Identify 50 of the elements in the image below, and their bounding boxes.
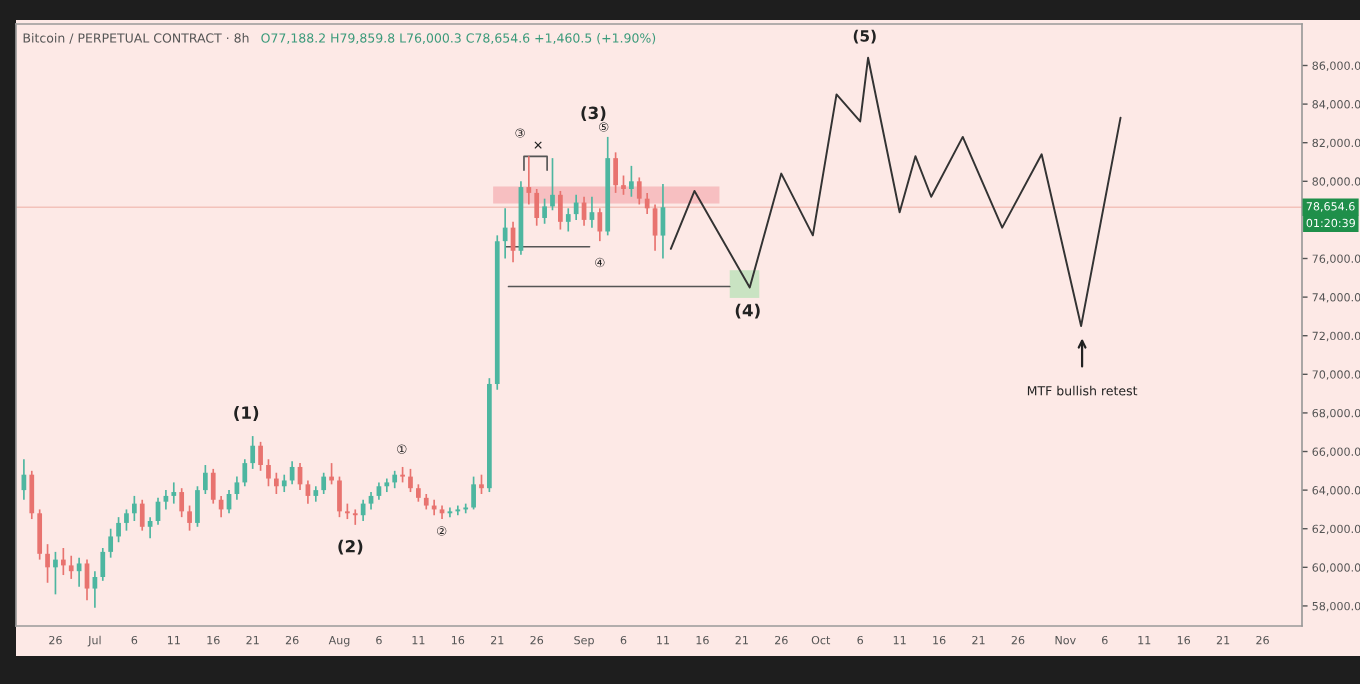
candlestick bbox=[613, 151, 618, 194]
candlestick bbox=[597, 207, 603, 242]
annotation: (4) bbox=[735, 303, 760, 319]
candlestick bbox=[502, 207, 508, 260]
candlestick bbox=[526, 155, 532, 206]
candlestick bbox=[479, 473, 484, 495]
candlestick bbox=[565, 207, 571, 233]
candlestick bbox=[534, 188, 540, 227]
candlestick bbox=[550, 157, 555, 212]
candlestick bbox=[195, 485, 200, 528]
candlestick bbox=[408, 468, 413, 493]
candlestick bbox=[53, 551, 58, 596]
line-series bbox=[669, 56, 1122, 328]
candlestick bbox=[621, 174, 626, 196]
candlestick bbox=[542, 197, 547, 225]
candlestick bbox=[273, 471, 279, 495]
candlestick bbox=[289, 460, 295, 486]
candlestick bbox=[45, 543, 50, 584]
candlestick bbox=[139, 498, 145, 532]
candlestick bbox=[573, 193, 579, 221]
candlestick bbox=[250, 435, 256, 470]
candlestick bbox=[37, 508, 43, 561]
candlestick bbox=[636, 176, 642, 206]
candlestick bbox=[558, 190, 563, 231]
candlestick bbox=[171, 481, 177, 505]
candlestick bbox=[131, 495, 137, 522]
candlestick bbox=[629, 165, 634, 198]
candlestick bbox=[60, 547, 66, 576]
candlestick bbox=[68, 554, 74, 580]
annotation: (3) bbox=[581, 106, 606, 122]
candlestick bbox=[202, 464, 208, 495]
candlestick bbox=[352, 508, 358, 526]
candlestick bbox=[29, 469, 35, 520]
candlestick bbox=[187, 504, 192, 532]
candlestick bbox=[360, 498, 366, 522]
candlestick bbox=[116, 516, 121, 544]
candlestick bbox=[337, 475, 342, 518]
candlestick bbox=[266, 458, 271, 488]
candlestick bbox=[179, 487, 185, 518]
candlestick bbox=[242, 458, 248, 488]
candlestick bbox=[321, 471, 327, 495]
candlestick bbox=[471, 475, 476, 511]
candlestick bbox=[124, 508, 129, 532]
candlestick bbox=[258, 441, 263, 472]
candlestick bbox=[100, 547, 106, 582]
candlestick bbox=[210, 468, 216, 505]
candlestick bbox=[108, 527, 114, 559]
annotation: (2) bbox=[338, 539, 363, 555]
candlestick bbox=[644, 192, 650, 215]
annotation: (1) bbox=[234, 406, 259, 421]
